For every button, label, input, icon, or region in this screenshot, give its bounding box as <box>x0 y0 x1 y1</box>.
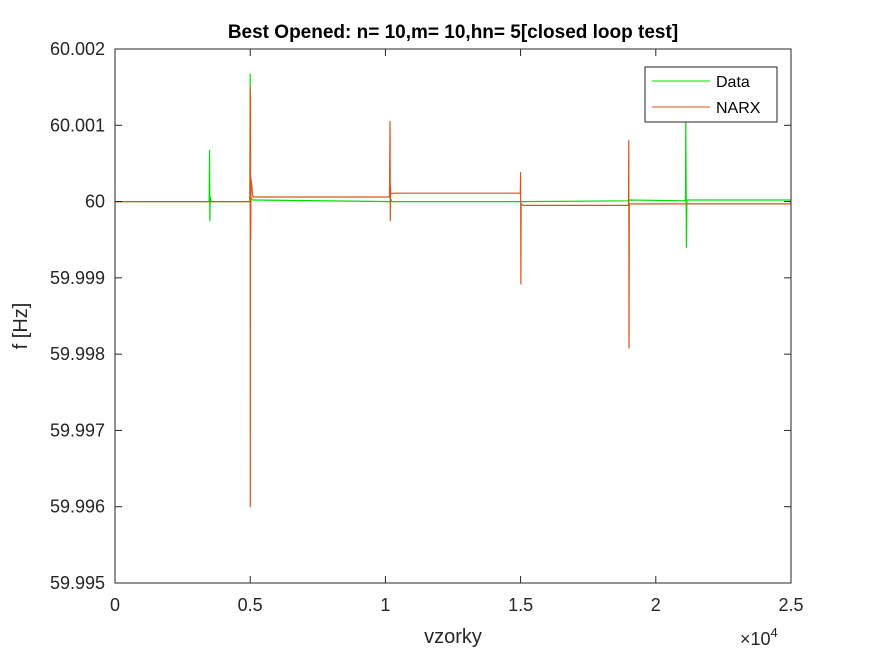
y-tick-label: 59.996 <box>50 497 105 517</box>
x-tick-label: 0 <box>110 595 120 615</box>
y-axis-label: f [Hz] <box>10 303 32 350</box>
y-tick-label: 59.998 <box>50 344 105 364</box>
x-tick-label: 1 <box>380 595 390 615</box>
chart-title: Best Opened: n= 10,m= 10,hn= 5[closed lo… <box>228 22 678 43</box>
y-tick-label: 60.001 <box>50 115 105 135</box>
y-tick-label: 60 <box>85 192 105 212</box>
y-tick-label: 59.995 <box>50 573 105 593</box>
x-exponent-base: ×10 <box>740 629 771 649</box>
y-tick-label: 59.997 <box>50 420 105 440</box>
x-axis-label: vzorky <box>424 626 482 648</box>
legend-box <box>644 66 778 123</box>
x-exponent-power: 4 <box>771 625 778 640</box>
series-layer <box>115 73 791 508</box>
y-tick-label: 59.999 <box>50 268 105 288</box>
x-tick-label: 2.5 <box>778 595 803 615</box>
series-line-narx <box>115 86 791 508</box>
legend: Data NARX <box>644 66 778 123</box>
legend-label-data: Data <box>716 74 750 91</box>
x-exponent: ×104 <box>740 625 778 649</box>
x-tick-label: 1.5 <box>508 595 533 615</box>
y-tick-label: 60.002 <box>50 39 105 59</box>
y-axis: 59.995 59.996 59.997 59.998 59.999 60 60.001 60… <box>50 39 791 593</box>
x-tick-label: 2 <box>651 595 661 615</box>
plot-area <box>115 49 791 583</box>
legend-label-narx: NARX <box>716 100 761 117</box>
plot-frame <box>114 48 792 584</box>
x-axis: 0 0.5 1 1.5 2 2.5 <box>110 49 804 615</box>
x-tick-label: 0.5 <box>238 595 263 615</box>
